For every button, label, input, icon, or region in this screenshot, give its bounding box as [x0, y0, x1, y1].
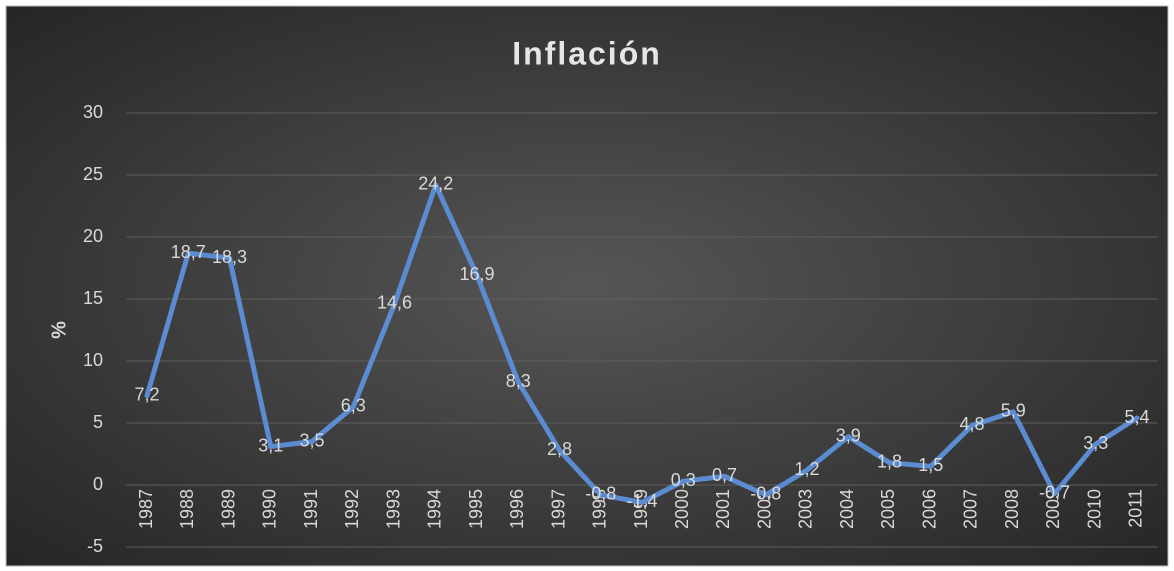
data-label: 1,5 [918, 455, 943, 475]
data-label: 6,3 [341, 396, 366, 416]
x-tick-label: 2000 [672, 489, 692, 529]
data-label: -0,8 [585, 484, 616, 504]
x-tick-label: 1988 [177, 489, 197, 529]
data-label: 3,5 [300, 430, 325, 450]
data-label: 1,2 [794, 459, 819, 479]
x-tick-label: 1998 [590, 489, 610, 529]
x-tick-label: 2001 [713, 489, 733, 529]
x-tick-label: 1987 [136, 489, 156, 529]
data-label: 18,7 [171, 242, 206, 262]
y-axis-label: % [48, 321, 70, 339]
x-tick-label: 1990 [260, 489, 280, 529]
x-tick-label: 2007 [961, 489, 981, 529]
chart-background [5, 5, 1169, 567]
x-tick-label: 1993 [383, 489, 403, 529]
data-label: 7,2 [135, 384, 160, 404]
y-tick-label: 5 [93, 412, 103, 432]
data-label: 14,6 [377, 293, 412, 313]
data-label: 3,9 [836, 425, 861, 445]
x-tick-label: 1992 [342, 489, 362, 529]
x-tick-label: 2004 [837, 489, 857, 529]
x-tick-label: 2006 [919, 489, 939, 529]
data-label: -0,7 [1039, 482, 1070, 502]
y-tick-label: 25 [83, 164, 103, 184]
x-tick-label: 2011 [1126, 489, 1146, 528]
data-label: 18,3 [212, 247, 247, 267]
x-tick-label: 1995 [466, 489, 486, 529]
x-tick-label: 2009 [1043, 489, 1063, 529]
data-label: 8,3 [506, 371, 531, 391]
chart-title: Inflación [512, 35, 662, 71]
data-label: 0,3 [671, 470, 696, 490]
data-label: -1,4 [626, 491, 657, 511]
x-tick-label: 2003 [796, 489, 816, 529]
x-tick-label: 2008 [1002, 489, 1022, 529]
data-label: 1,8 [877, 451, 902, 471]
x-tick-label: 1991 [301, 489, 321, 529]
data-label: 5,4 [1124, 407, 1149, 427]
data-label: 16,9 [459, 264, 494, 284]
data-label: 3,1 [258, 435, 283, 455]
x-tick-label: 1989 [218, 489, 238, 529]
y-tick-label: 0 [93, 474, 103, 494]
data-label: 3,3 [1083, 433, 1108, 453]
x-tick-label: 1994 [425, 489, 445, 529]
x-tick-label: 1997 [548, 489, 568, 529]
data-label: 24,2 [418, 174, 453, 194]
y-tick-label: -5 [87, 536, 103, 556]
y-tick-label: 20 [83, 226, 103, 246]
y-tick-label: 30 [83, 102, 103, 122]
x-tick-label: 2010 [1084, 489, 1104, 529]
data-label: 2,8 [547, 439, 572, 459]
y-tick-label: 15 [83, 288, 103, 308]
x-tick-label: 2005 [878, 489, 898, 529]
y-tick-label: 10 [83, 350, 103, 370]
data-label: 5,9 [1001, 401, 1026, 421]
x-tick-label: 2002 [754, 489, 774, 529]
line [144, 182, 1140, 505]
data-label: 0,7 [712, 465, 737, 485]
data-label: 4,8 [959, 414, 984, 434]
x-tick-label: 1996 [507, 489, 527, 529]
data-label: -0,8 [750, 484, 781, 504]
